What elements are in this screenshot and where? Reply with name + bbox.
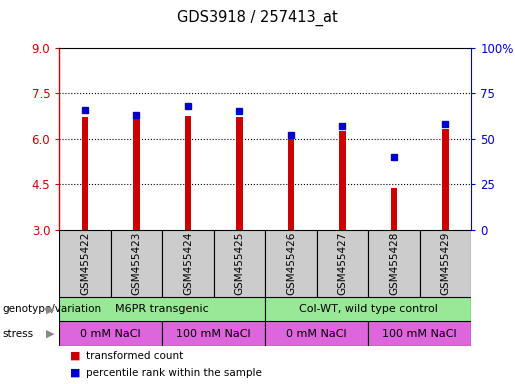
Bar: [420, 230, 471, 297]
Bar: [82, 117, 88, 230]
Text: ■: ■: [70, 368, 80, 378]
Text: transformed count: transformed count: [86, 351, 183, 361]
Text: ▶: ▶: [45, 304, 54, 314]
Bar: [368, 321, 471, 346]
Text: 100 mM NaCl: 100 mM NaCl: [383, 328, 457, 339]
Text: GSM455422: GSM455422: [80, 232, 90, 295]
Bar: [59, 321, 162, 346]
Bar: [59, 297, 265, 321]
Bar: [133, 119, 140, 230]
Text: GSM455423: GSM455423: [131, 232, 142, 295]
Text: GSM455427: GSM455427: [337, 232, 348, 295]
Bar: [391, 188, 397, 230]
Bar: [111, 230, 162, 297]
Text: stress: stress: [3, 328, 33, 339]
Bar: [185, 116, 191, 230]
Bar: [442, 129, 449, 230]
Text: 0 mM NaCl: 0 mM NaCl: [286, 328, 347, 339]
Bar: [265, 321, 368, 346]
Text: GSM455424: GSM455424: [183, 232, 193, 295]
Text: ■: ■: [70, 351, 80, 361]
Text: GSM455425: GSM455425: [234, 232, 245, 295]
Text: percentile rank within the sample: percentile rank within the sample: [86, 368, 262, 378]
Bar: [288, 138, 294, 230]
Bar: [339, 131, 346, 230]
Text: GSM455428: GSM455428: [389, 232, 399, 295]
Bar: [265, 230, 317, 297]
Text: GSM455429: GSM455429: [440, 232, 451, 295]
Bar: [162, 321, 265, 346]
Bar: [162, 230, 214, 297]
Text: GSM455426: GSM455426: [286, 232, 296, 295]
Bar: [317, 230, 368, 297]
Text: GDS3918 / 257413_at: GDS3918 / 257413_at: [177, 10, 338, 26]
Bar: [59, 230, 111, 297]
Bar: [368, 230, 420, 297]
Text: M6PR transgenic: M6PR transgenic: [115, 304, 209, 314]
Text: 100 mM NaCl: 100 mM NaCl: [177, 328, 251, 339]
Bar: [236, 117, 243, 230]
Text: ▶: ▶: [45, 328, 54, 339]
Text: Col-WT, wild type control: Col-WT, wild type control: [299, 304, 438, 314]
Bar: [265, 297, 471, 321]
Text: 0 mM NaCl: 0 mM NaCl: [80, 328, 141, 339]
Bar: [214, 230, 265, 297]
Text: genotype/variation: genotype/variation: [3, 304, 101, 314]
